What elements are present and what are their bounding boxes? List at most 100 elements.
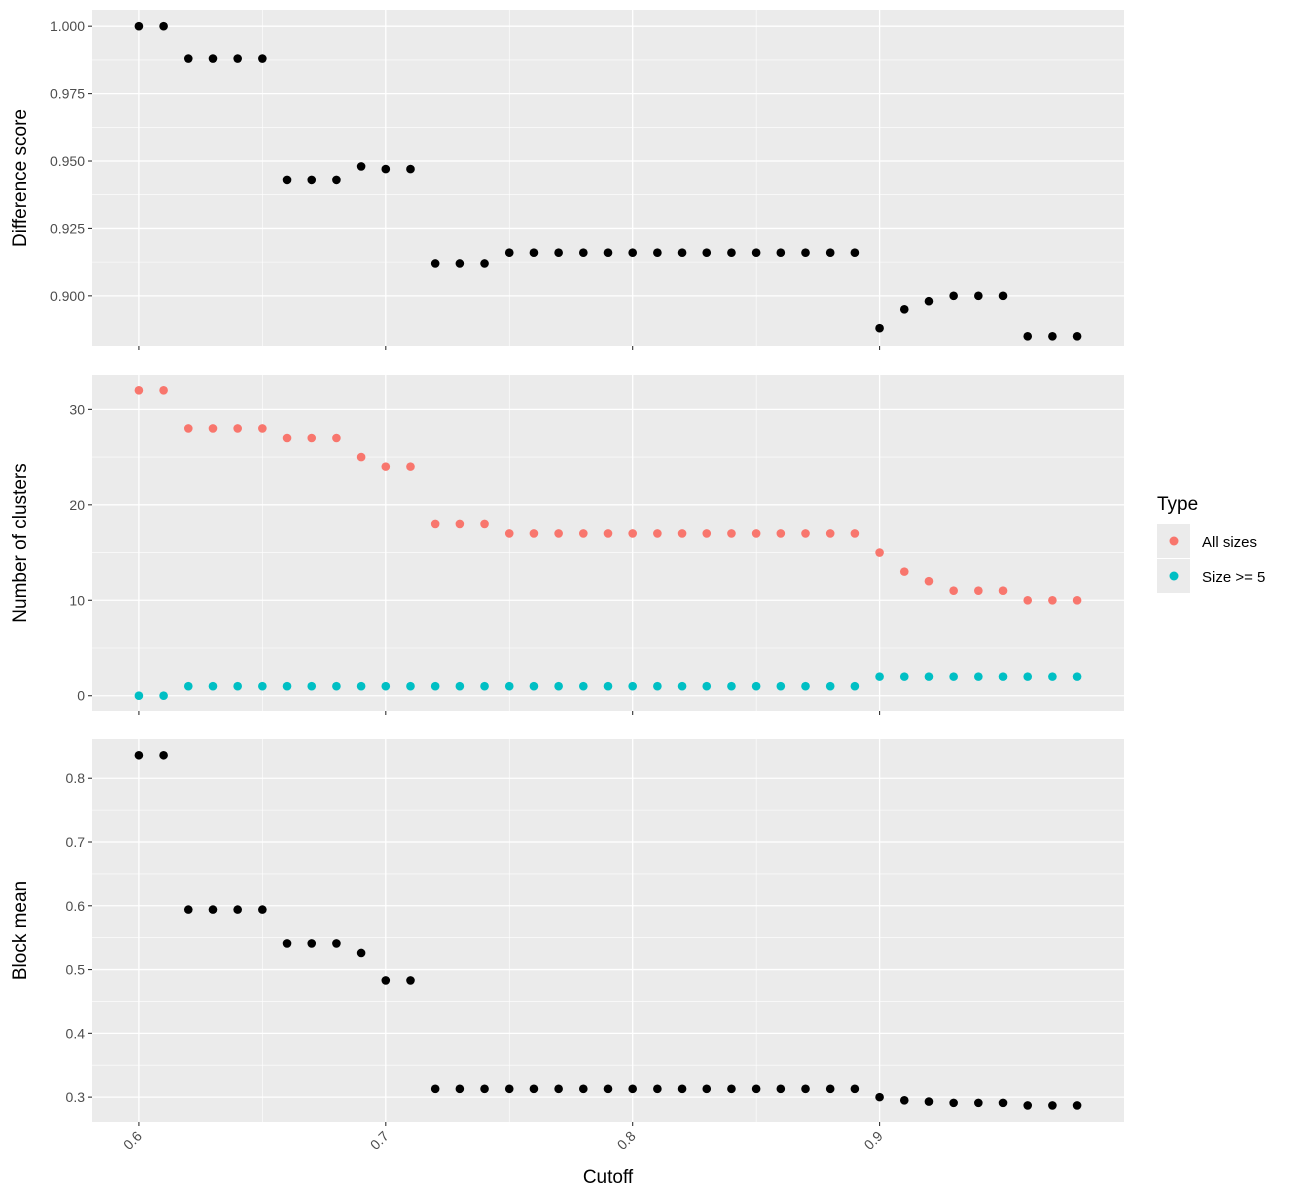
data-point (998, 1098, 1008, 1108)
data-point (727, 248, 736, 257)
data-point (801, 248, 810, 257)
data-point (1023, 1101, 1033, 1110)
y-tick-label: 0.900 (50, 288, 85, 304)
data-point (603, 681, 613, 691)
data-point (233, 424, 242, 433)
data-point (356, 681, 366, 691)
data-point (356, 452, 366, 462)
data-point (825, 1084, 835, 1094)
x-tick-label: 0.6 (120, 1128, 145, 1153)
data-point (628, 529, 637, 538)
data-point (480, 259, 489, 268)
data-point (529, 1084, 539, 1094)
data-point (356, 162, 366, 171)
data-point (134, 21, 144, 31)
data-point (233, 905, 242, 914)
data-point (998, 291, 1008, 301)
data-point (307, 681, 317, 691)
data-point (751, 248, 761, 257)
data-point (579, 1084, 588, 1094)
data-point (381, 681, 391, 691)
data-point (1048, 331, 1057, 341)
data-point (504, 248, 514, 257)
data-point (653, 681, 662, 691)
data-point (924, 296, 934, 306)
data-point (677, 248, 687, 257)
data-point (504, 1084, 514, 1094)
y-tick-label: 0.4 (66, 1025, 86, 1041)
legend-key-all-sizes (1169, 536, 1179, 546)
data-point (1048, 672, 1057, 681)
data-point (233, 54, 242, 63)
data-point (258, 681, 267, 691)
data-point (899, 672, 909, 681)
data-point (751, 529, 761, 538)
data-point (504, 681, 514, 691)
data-point (455, 519, 465, 529)
data-point (924, 672, 934, 681)
data-point (702, 681, 712, 691)
data-point (899, 567, 909, 576)
data-point (875, 323, 884, 333)
data-point (628, 248, 637, 257)
y-tick-label: 0.975 (50, 86, 85, 102)
panels-layer: 1.000 0.975 0.950 0.925 0.900 Difference scor… (10, 10, 1124, 1153)
data-point (455, 681, 465, 691)
data-point (776, 1084, 786, 1094)
x-tick-label: 0.7 (367, 1128, 392, 1153)
data-point (628, 1084, 637, 1094)
data-point (801, 529, 810, 538)
data-point (727, 529, 736, 538)
data-point (381, 164, 391, 174)
data-point (430, 259, 440, 268)
y-tick-label: 30 (69, 401, 85, 417)
data-point (406, 681, 415, 691)
data-point (258, 54, 267, 63)
data-point (579, 248, 588, 257)
data-point (159, 691, 168, 701)
data-point (924, 576, 934, 586)
data-point (949, 672, 958, 681)
y-axis-title: Block mean (10, 881, 31, 980)
data-point (208, 54, 218, 63)
data-point (208, 905, 218, 914)
data-point (406, 462, 415, 471)
data-point (159, 21, 168, 31)
data-point (1023, 672, 1033, 681)
x-axis-title: Cutoff (583, 1167, 634, 1188)
data-point (307, 175, 317, 185)
data-point (974, 672, 983, 681)
data-point (134, 385, 144, 395)
data-point (702, 248, 712, 257)
y-tick-label: 20 (69, 497, 85, 513)
y-axis-title: Number of clusters (10, 463, 31, 622)
series-all-sizes (134, 385, 1082, 605)
y-tick-label: 0 (77, 688, 85, 704)
data-point (258, 424, 267, 433)
y-tick-label: 0.950 (50, 153, 85, 169)
data-point (208, 681, 218, 691)
data-point (702, 529, 712, 538)
data-point (183, 681, 193, 691)
data-point (554, 681, 563, 691)
data-point (653, 1084, 662, 1094)
data-point (850, 529, 860, 538)
data-point (480, 519, 489, 529)
data-point (406, 164, 415, 174)
data-point (628, 681, 637, 691)
data-point (825, 248, 835, 257)
data-point (825, 681, 835, 691)
data-point (677, 1084, 687, 1094)
data-point (801, 1084, 810, 1094)
data-point (579, 681, 588, 691)
data-point (529, 529, 539, 538)
legend-title: Type (1157, 494, 1198, 515)
data-point (406, 976, 415, 985)
data-point (1072, 672, 1082, 681)
data-point (801, 681, 810, 691)
data-point (850, 248, 860, 257)
data-point (751, 681, 761, 691)
data-point (258, 905, 267, 914)
legend-label-all-sizes: All sizes (1202, 534, 1257, 551)
